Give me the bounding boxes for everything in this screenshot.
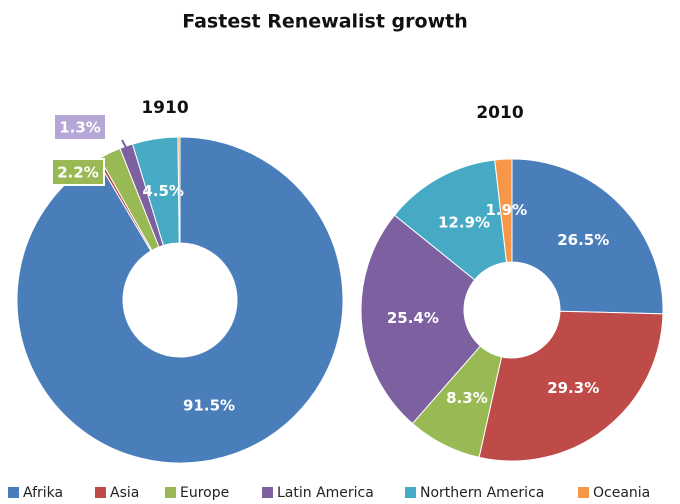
legend-label: Afrika — [23, 485, 63, 501]
legend-label: Oceania — [593, 485, 650, 501]
value-label: 26.5% — [557, 231, 609, 249]
legend-swatch — [95, 487, 106, 498]
value-label: 1.9% — [486, 201, 528, 219]
leader-line — [111, 156, 123, 173]
value-label: 12.9% — [438, 213, 490, 231]
value-label: 8.3% — [446, 389, 488, 407]
pie-title: 2010 — [476, 103, 523, 123]
value-label: 91.5% — [183, 397, 235, 415]
legend-label: Europe — [180, 485, 229, 501]
legend-swatch — [578, 487, 589, 498]
value-label: 2.2% — [57, 164, 99, 182]
value-label: 4.5% — [142, 182, 184, 200]
chart-title: Fastest Renewalist growth — [182, 11, 468, 33]
legend-swatch — [405, 487, 416, 498]
legend-swatch — [165, 487, 176, 498]
donut-hole — [123, 243, 237, 357]
leader-line — [121, 139, 129, 152]
donut-hole — [464, 262, 560, 358]
value-label: 29.3% — [547, 379, 599, 397]
legend-swatch — [262, 487, 273, 498]
value-label: 1.3% — [59, 119, 101, 137]
legend-label: Latin America — [277, 485, 374, 501]
pie-title: 1910 — [141, 98, 188, 118]
legend-label: Northern America — [420, 485, 544, 501]
value-label: 25.4% — [387, 309, 439, 327]
label-box — [51, 158, 105, 186]
legend-swatch — [8, 487, 19, 498]
legend-label: Asia — [110, 485, 139, 501]
label-box — [53, 113, 107, 141]
